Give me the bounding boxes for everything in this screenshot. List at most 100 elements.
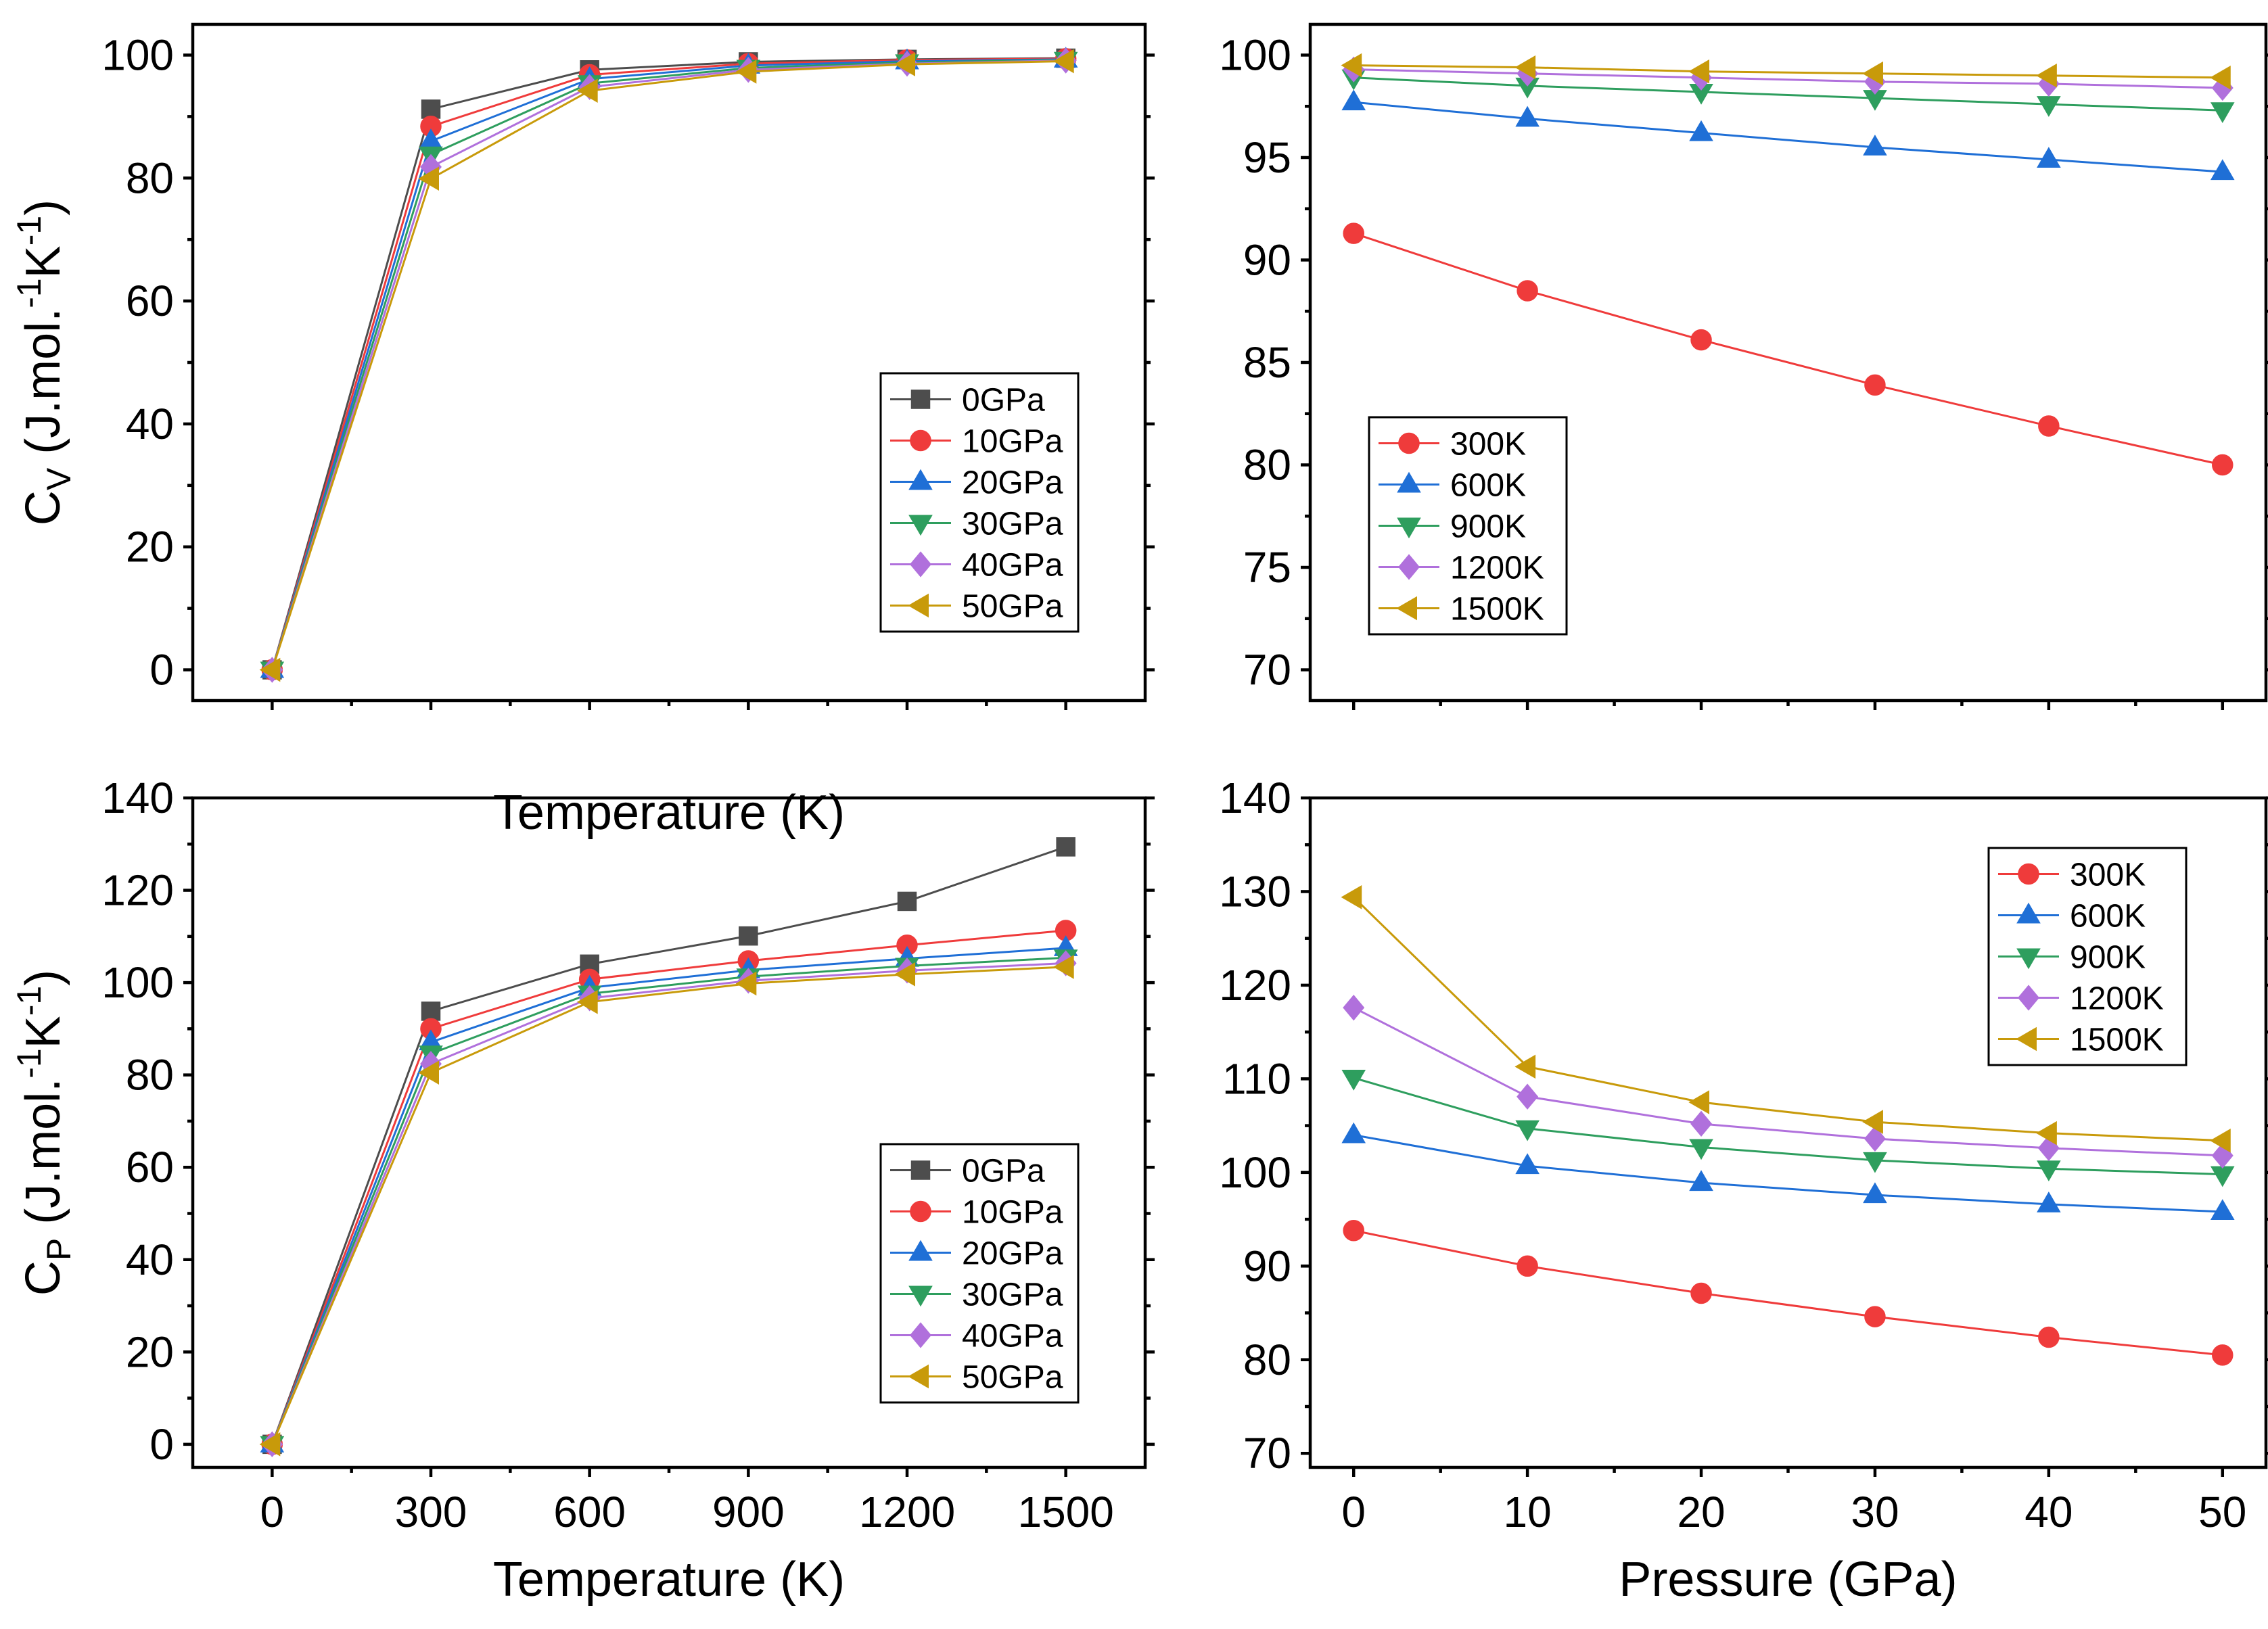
data-point-50GPa: [1052, 955, 1074, 979]
x-axis-title: Temperature (K): [493, 1553, 845, 1607]
legend-label: 1500K: [1450, 592, 1544, 628]
y-tick-label: 140: [1219, 774, 1291, 822]
x-tick-label: 40: [2024, 1488, 2073, 1536]
legend-marker-0GPa: [910, 389, 931, 409]
y-axis-title-part: P: [40, 1238, 78, 1260]
y-tick-label: 20: [126, 523, 174, 571]
y-tick-label: 140: [101, 774, 174, 822]
data-point-50GPa: [259, 657, 281, 682]
data-point-0GPa: [739, 926, 758, 946]
legend-label: 1200K: [2070, 981, 2164, 1017]
x-tick-label: 1500: [1017, 1488, 1113, 1536]
y-tick-label: 80: [1243, 1336, 1291, 1384]
x-tick-label: 30: [1851, 1488, 1899, 1536]
x-tick-label: 20: [1677, 1488, 1725, 1536]
data-point-300K: [1690, 1282, 1712, 1304]
series-line-30GPa: [271, 956, 1066, 1445]
data-point-600K: [2037, 147, 2061, 168]
y-tick-label: 75: [1243, 543, 1291, 592]
legend-box: [879, 372, 1080, 633]
legend-marker-900K: [1397, 517, 1421, 539]
legend-marker-1500K: [1396, 596, 1417, 621]
legend-label: 600K: [1450, 468, 1526, 504]
y-tick-label: 70: [1243, 1429, 1291, 1478]
series-1200K: [1343, 56, 2234, 101]
y-axis-title-part: V: [40, 467, 78, 490]
data-point-600K: [1515, 1153, 1540, 1175]
data-point-0GPa: [421, 99, 441, 119]
legend-label: 50GPa: [962, 1360, 1063, 1396]
data-point-50GPa: [576, 78, 598, 103]
legend-label: 1200K: [1450, 550, 1544, 586]
legend-label: 30GPa: [962, 1277, 1063, 1313]
y-tick-label: 20: [126, 1327, 174, 1376]
series-line-10GPa: [271, 57, 1066, 670]
data-point-50GPa: [894, 52, 915, 76]
series-line-40GPa: [271, 962, 1066, 1445]
series-line-1500K: [1353, 896, 2223, 1142]
y-axis-title-part: -1: [10, 216, 48, 245]
data-point-900K: [1863, 1152, 1887, 1173]
legend-marker-50GPa: [908, 593, 929, 618]
y-axis-title-part: -1: [10, 278, 48, 308]
y-tick-label: 0: [149, 646, 174, 694]
legend-label: 600K: [2070, 899, 2146, 935]
data-point-1500K: [1688, 1090, 1710, 1114]
data-point-1500K: [2036, 63, 2057, 88]
series-line-900K: [1353, 1077, 2223, 1176]
legend-marker-10GPa: [910, 1200, 931, 1223]
x-axis-title: Pressure (GPa): [1619, 1553, 1957, 1607]
series-line-20GPa: [271, 58, 1066, 670]
y-tick-label: 90: [1243, 235, 1291, 284]
data-point-50GPa: [418, 166, 439, 191]
data-point-300K: [2038, 1326, 2060, 1348]
data-point-600K: [1689, 120, 1713, 141]
y-tick-label: 40: [126, 1235, 174, 1284]
legend-marker-40GPa: [910, 551, 931, 577]
data-point-50GPa: [894, 962, 915, 987]
data-point-50GPa: [1052, 49, 1074, 74]
legend-marker-30GPa: [908, 515, 933, 536]
x-tick-label: 600: [553, 1488, 626, 1536]
legend: 0GPa 10GPa 20GPa 30GPa 40GPa 50GPa: [879, 1143, 1080, 1404]
legend-marker-1200K: [1398, 554, 1420, 580]
data-point-300K: [1864, 1306, 1886, 1327]
data-point-600K: [1341, 1122, 1366, 1143]
series-line-900K: [1353, 76, 2223, 112]
y-tick-label: 95: [1243, 133, 1291, 182]
y-axis-title-part: -1: [10, 1048, 48, 1078]
series-line-0GPa: [271, 845, 1067, 1445]
x-tick-label: 0: [1341, 1488, 1366, 1536]
data-point-900K: [1341, 1070, 1366, 1091]
series-line-1500K: [1353, 64, 2223, 79]
data-point-50GPa: [418, 1060, 439, 1085]
legend-label: 20GPa: [962, 1236, 1063, 1272]
series-line-10GPa: [271, 929, 1066, 1445]
y-tick-label: 80: [126, 154, 174, 202]
legend-box: [879, 1143, 1080, 1404]
series-1500K: [1341, 53, 2231, 90]
series-line-30GPa: [271, 59, 1066, 670]
y-axis-title-part: -1: [10, 986, 48, 1016]
series-600K: [1341, 89, 2235, 181]
data-point-0GPa: [1056, 837, 1075, 857]
legend-marker-0GPa: [910, 1160, 931, 1180]
legend-label: 20GPa: [962, 465, 1063, 501]
legend-marker-300K: [1398, 432, 1420, 454]
series-300K: [1343, 1219, 2234, 1366]
data-point-600K: [2210, 1199, 2235, 1220]
legend-label: 1500K: [2070, 1022, 2164, 1058]
data-point-1200K: [1864, 1125, 1886, 1152]
data-point-1200K: [1343, 994, 1365, 1021]
series-line-50GPa: [271, 60, 1066, 671]
legend-label: 10GPa: [962, 424, 1063, 460]
y-tick-label: 100: [1219, 30, 1291, 79]
chart-cp_vs_temperature: 0 20 40 60 80 100 120 140 0 300 600 900 1200 1500 Temp…: [10, 774, 1155, 1607]
legend-label: 40GPa: [962, 548, 1063, 584]
data-point-1500K: [1341, 53, 1362, 78]
y-tick-label: 90: [1243, 1242, 1291, 1290]
data-point-1200K: [1690, 1110, 1713, 1137]
y-tick-label: 130: [1219, 867, 1291, 916]
legend-label: 0GPa: [962, 1154, 1045, 1189]
